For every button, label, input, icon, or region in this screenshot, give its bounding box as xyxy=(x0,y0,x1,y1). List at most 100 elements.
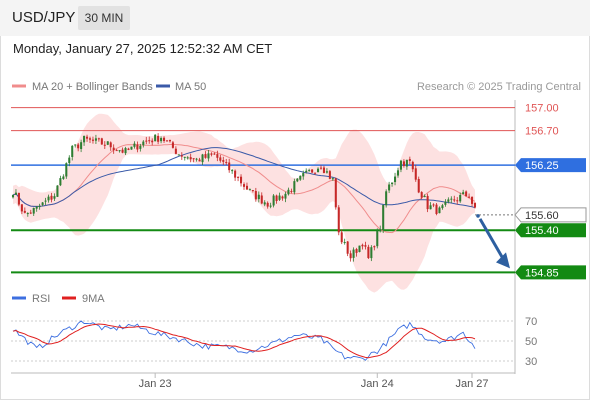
candle xyxy=(299,175,302,181)
candle xyxy=(77,142,80,152)
candle xyxy=(382,204,385,234)
candle xyxy=(201,153,204,166)
candle xyxy=(376,228,379,249)
candle xyxy=(168,139,171,143)
candle xyxy=(423,194,426,198)
candle xyxy=(32,207,35,216)
candle xyxy=(88,136,92,143)
candle xyxy=(11,194,15,199)
candle xyxy=(163,136,166,143)
candle xyxy=(189,153,192,163)
timeframe-badge[interactable]: 30 MIN xyxy=(78,6,130,30)
bollinger-band-fill xyxy=(13,113,475,293)
candle xyxy=(385,189,388,208)
candle xyxy=(266,201,269,209)
candle xyxy=(322,165,325,174)
candle xyxy=(154,134,157,142)
candle xyxy=(302,170,305,180)
candle xyxy=(186,156,189,160)
candle xyxy=(331,177,334,181)
candle xyxy=(245,182,248,190)
candle xyxy=(346,241,349,257)
candle xyxy=(340,229,343,245)
candle xyxy=(471,196,474,207)
level-value: 154.85 xyxy=(525,267,559,279)
level-label-pivot: 156.25 xyxy=(515,158,586,173)
x-tick-label: Jan 24 xyxy=(361,378,394,390)
candle xyxy=(468,193,471,198)
candle xyxy=(257,191,260,203)
candle xyxy=(462,189,465,195)
price-levels xyxy=(11,107,515,274)
candle xyxy=(109,141,112,151)
candle xyxy=(328,169,331,180)
candle xyxy=(248,188,251,191)
credit-label: Research © 2025 Trading Central xyxy=(417,81,581,93)
rsi-tick-label: 70 xyxy=(525,316,537,328)
rsi-line xyxy=(12,320,476,361)
candle xyxy=(447,197,450,204)
candle xyxy=(121,147,124,154)
candle xyxy=(379,225,382,233)
candle xyxy=(174,146,177,155)
candle xyxy=(100,137,103,145)
level-label-resistance: 157.00 xyxy=(525,103,559,115)
candle xyxy=(311,169,314,174)
candle xyxy=(343,238,346,245)
level-value: 156.70 xyxy=(525,126,559,138)
candle xyxy=(370,245,373,262)
candle xyxy=(219,154,222,163)
candle xyxy=(349,250,352,262)
candle xyxy=(237,176,240,182)
candle xyxy=(91,136,94,144)
candle xyxy=(130,146,133,150)
rsi-legend-label: RSI xyxy=(32,293,50,305)
datetime-label: Monday, January 27, 2025 12:52:32 AM CET xyxy=(13,41,273,56)
rsi-panel: 70 50 30 xyxy=(11,316,537,368)
ma20-line xyxy=(12,143,476,234)
candle xyxy=(177,154,180,156)
candle xyxy=(216,150,219,162)
candle xyxy=(112,144,115,154)
candle xyxy=(465,190,468,197)
candle xyxy=(308,168,311,172)
candle xyxy=(38,203,41,210)
moving-averages xyxy=(12,143,476,234)
candle xyxy=(281,195,284,201)
candle xyxy=(417,176,420,194)
projection-arrow-head xyxy=(496,252,510,269)
candle xyxy=(56,185,59,197)
candle xyxy=(165,140,169,142)
candle xyxy=(180,152,183,160)
level-tag xyxy=(515,158,586,173)
candle xyxy=(352,247,355,262)
candle xyxy=(319,165,323,170)
candle xyxy=(47,194,50,203)
rsi-legend: RSI 9MA xyxy=(12,293,105,305)
x-axis-ticks: Jan 23 Jan 24 Jan 27 xyxy=(139,373,489,390)
candles xyxy=(11,133,477,262)
projection-start-dot xyxy=(476,214,480,218)
candle xyxy=(225,158,228,166)
projection-arrow-shaft xyxy=(478,218,506,262)
candle xyxy=(59,175,62,187)
candle xyxy=(142,140,145,148)
candle xyxy=(103,141,106,150)
candle xyxy=(334,177,337,210)
candle xyxy=(408,156,411,165)
candle xyxy=(62,174,65,180)
level-label-support: 155.40 xyxy=(515,223,586,238)
header-bar: USD/JPY 30 MIN xyxy=(0,0,590,36)
candle xyxy=(402,159,405,168)
level-labels: 157.00 156.70 156.25 155.60 155.40 154.85 xyxy=(514,103,587,280)
candle xyxy=(272,194,275,208)
candle xyxy=(124,146,127,156)
candle xyxy=(228,158,231,173)
candle xyxy=(136,141,139,153)
candle xyxy=(231,168,234,174)
candle xyxy=(86,134,89,142)
candle xyxy=(358,245,361,253)
candle xyxy=(171,141,174,149)
rsi-tick-label: 50 xyxy=(525,336,537,348)
candle xyxy=(373,245,376,251)
